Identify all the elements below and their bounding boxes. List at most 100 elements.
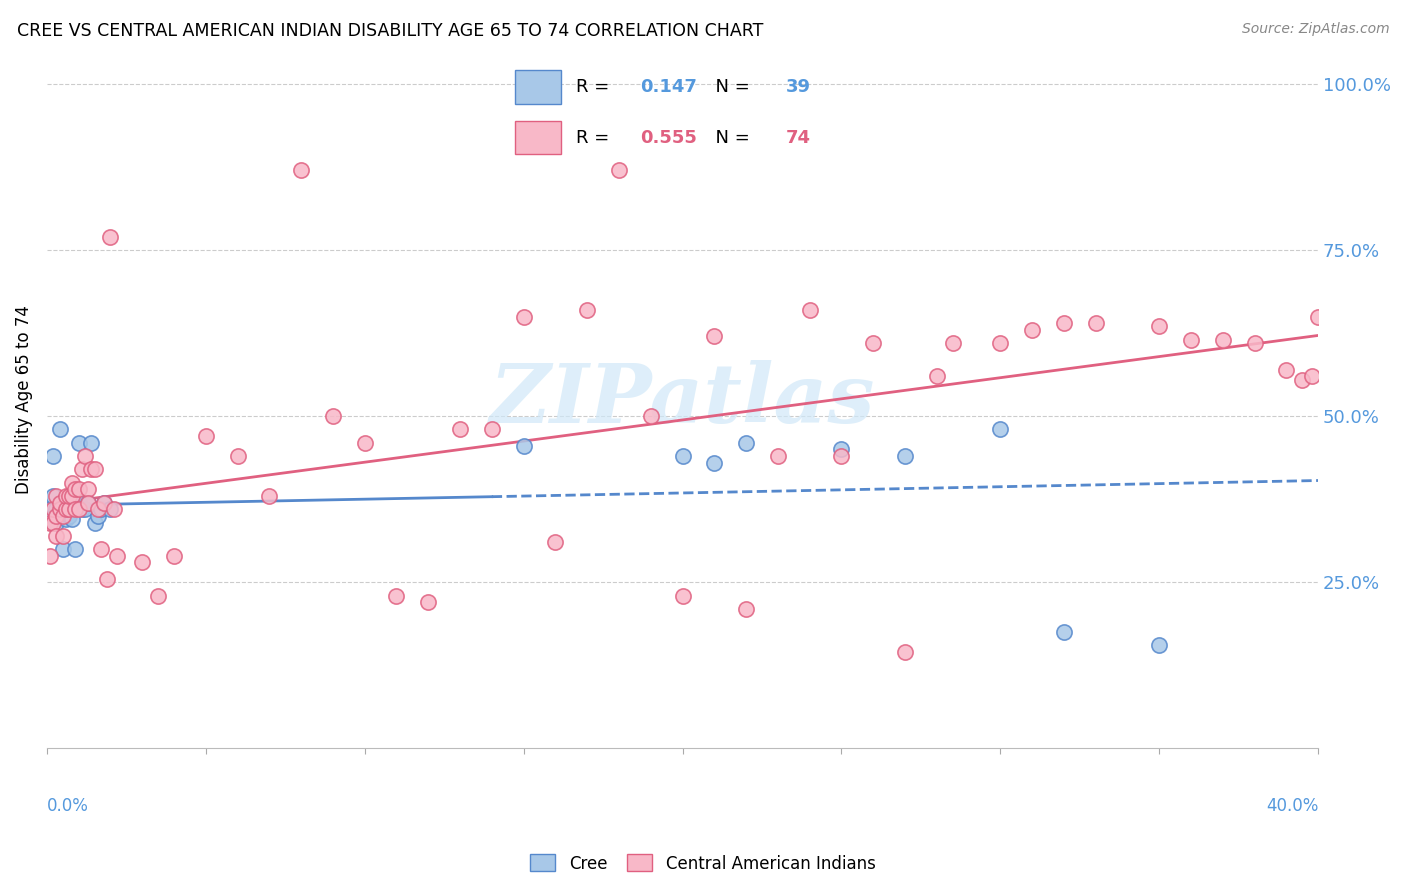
Point bbox=[83, 516, 105, 530]
Point bbox=[42, 508, 65, 523]
Point bbox=[1180, 333, 1202, 347]
Point bbox=[45, 489, 67, 503]
Point bbox=[52, 502, 75, 516]
Point bbox=[1147, 319, 1170, 334]
Point bbox=[39, 516, 62, 530]
Point bbox=[42, 449, 65, 463]
Point bbox=[105, 549, 128, 563]
Point bbox=[703, 456, 725, 470]
Point bbox=[93, 495, 115, 509]
Point bbox=[1275, 362, 1298, 376]
Point bbox=[259, 489, 281, 503]
Point bbox=[925, 369, 948, 384]
Point bbox=[988, 422, 1011, 436]
Text: Source: ZipAtlas.com: Source: ZipAtlas.com bbox=[1241, 22, 1389, 37]
Point bbox=[100, 502, 122, 516]
Point bbox=[39, 512, 62, 526]
Point bbox=[48, 502, 70, 516]
Point bbox=[481, 422, 503, 436]
Text: 40.0%: 40.0% bbox=[1265, 797, 1319, 815]
Point bbox=[42, 516, 65, 530]
Point bbox=[48, 495, 70, 509]
Point bbox=[766, 449, 789, 463]
Point bbox=[87, 508, 110, 523]
Point bbox=[67, 483, 90, 497]
Point bbox=[1212, 333, 1234, 347]
Point bbox=[544, 535, 567, 549]
Point bbox=[80, 435, 103, 450]
Point bbox=[103, 502, 125, 516]
Point bbox=[42, 489, 65, 503]
Point bbox=[60, 475, 83, 490]
Point bbox=[52, 529, 75, 543]
Point bbox=[942, 336, 965, 351]
Point bbox=[60, 489, 83, 503]
Text: 0.0%: 0.0% bbox=[46, 797, 89, 815]
Point bbox=[703, 329, 725, 343]
Point bbox=[58, 502, 80, 516]
Point bbox=[862, 336, 884, 351]
Point bbox=[58, 506, 80, 520]
Point bbox=[77, 483, 100, 497]
Point bbox=[77, 495, 100, 509]
Point bbox=[58, 489, 80, 503]
Point bbox=[45, 506, 67, 520]
Point bbox=[48, 508, 70, 523]
Point bbox=[226, 449, 249, 463]
Point bbox=[65, 483, 87, 497]
Text: ZIPatlas: ZIPatlas bbox=[489, 359, 876, 440]
Point bbox=[60, 512, 83, 526]
Point bbox=[45, 508, 67, 523]
Point bbox=[80, 462, 103, 476]
Point bbox=[894, 449, 917, 463]
Point bbox=[163, 549, 186, 563]
Point bbox=[70, 502, 93, 516]
Point bbox=[55, 502, 77, 516]
Point bbox=[58, 508, 80, 523]
Point bbox=[322, 409, 344, 424]
Point bbox=[73, 502, 96, 516]
Legend: Cree, Central American Indians: Cree, Central American Indians bbox=[524, 847, 882, 880]
Point bbox=[42, 502, 65, 516]
Point bbox=[988, 336, 1011, 351]
Point bbox=[67, 435, 90, 450]
Point bbox=[671, 449, 693, 463]
Point bbox=[45, 516, 67, 530]
Point bbox=[55, 512, 77, 526]
Point bbox=[65, 542, 87, 557]
Point bbox=[1301, 369, 1323, 384]
Point bbox=[146, 589, 169, 603]
Point bbox=[96, 572, 118, 586]
Point bbox=[70, 462, 93, 476]
Point bbox=[735, 602, 758, 616]
Point bbox=[671, 589, 693, 603]
Point bbox=[449, 422, 471, 436]
Point bbox=[1021, 323, 1043, 337]
Point bbox=[290, 163, 312, 178]
Point bbox=[65, 502, 87, 516]
Point bbox=[100, 229, 122, 244]
Point bbox=[418, 595, 440, 609]
Point bbox=[385, 589, 408, 603]
Point bbox=[77, 495, 100, 509]
Point bbox=[799, 302, 821, 317]
Point bbox=[194, 429, 217, 443]
Point bbox=[830, 442, 852, 457]
Point bbox=[48, 422, 70, 436]
Point bbox=[512, 310, 534, 324]
Point bbox=[67, 495, 90, 509]
Point bbox=[1308, 310, 1330, 324]
Point bbox=[131, 555, 153, 569]
Point bbox=[60, 489, 83, 503]
Point bbox=[1053, 625, 1076, 640]
Point bbox=[1084, 316, 1107, 330]
Point bbox=[607, 163, 630, 178]
Point bbox=[1053, 316, 1076, 330]
Point bbox=[830, 449, 852, 463]
Point bbox=[52, 508, 75, 523]
Point bbox=[640, 409, 662, 424]
Point bbox=[576, 302, 599, 317]
Point bbox=[83, 462, 105, 476]
Point bbox=[45, 529, 67, 543]
Point bbox=[90, 502, 112, 516]
